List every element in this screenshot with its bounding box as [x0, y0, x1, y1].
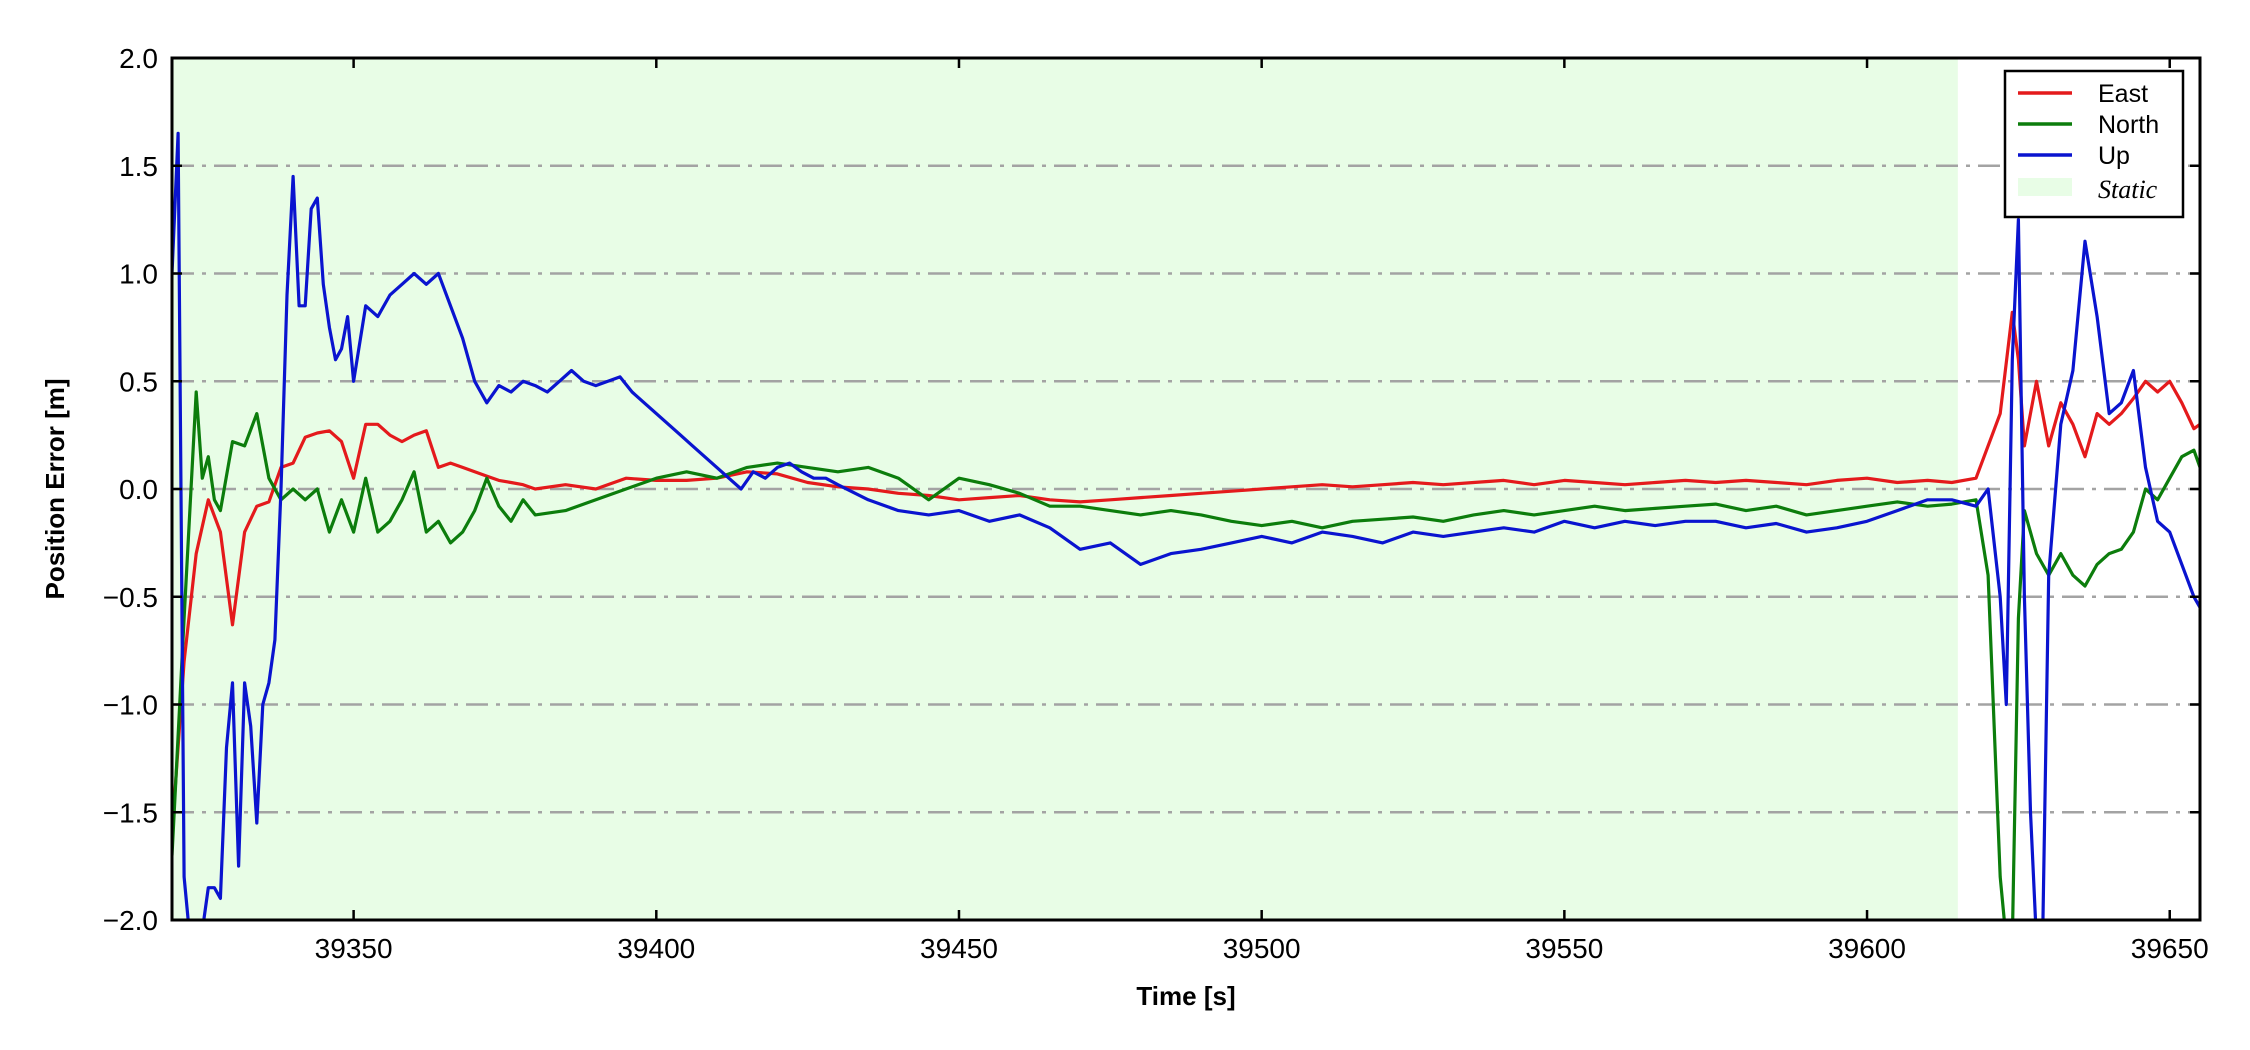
- legend-swatch-static: [2018, 178, 2072, 196]
- legend-label-up: Up: [2098, 142, 2130, 170]
- axis-ticks: 39350 39400 39450 39500 39550 39600 39650 −2.0 −…: [103, 43, 2209, 964]
- y-tick-label: 0.5: [119, 366, 158, 397]
- x-tick-label: 39350: [315, 933, 393, 964]
- y-tick-label: −2.0: [103, 905, 158, 936]
- x-axis-title: Time [s]: [1136, 981, 1235, 1011]
- y-axis-title: Position Error [m]: [40, 378, 70, 599]
- y-tick-label: 1.5: [119, 151, 158, 182]
- legend-label-east: East: [2098, 80, 2148, 108]
- y-tick-label: 1.0: [119, 259, 158, 290]
- legend-label-north: North: [2098, 111, 2159, 139]
- x-tick-label: 39550: [1525, 933, 1603, 964]
- y-tick-label: 0.0: [119, 474, 158, 505]
- x-tick-label: 39450: [920, 933, 998, 964]
- gridlines: [172, 164, 2200, 814]
- legend-label-static: Static: [2098, 175, 2158, 204]
- series-lines: [172, 131, 2200, 920]
- series-line-north: [172, 390, 2200, 920]
- y-tick-label: −0.5: [103, 582, 158, 613]
- y-tick-label: −1.0: [103, 690, 158, 721]
- series-line-east: [172, 310, 2200, 834]
- y-tick-label: −1.5: [103, 797, 158, 828]
- x-tick-label: 39650: [2131, 933, 2209, 964]
- x-tick-label: 39600: [1828, 933, 1906, 964]
- y-tick-label: 2.0: [119, 43, 158, 74]
- x-tick-label: 39500: [1223, 933, 1301, 964]
- legend: East North Up Static: [2003, 69, 2185, 219]
- series-line-up: [172, 131, 2200, 920]
- x-tick-label: 39400: [617, 933, 695, 964]
